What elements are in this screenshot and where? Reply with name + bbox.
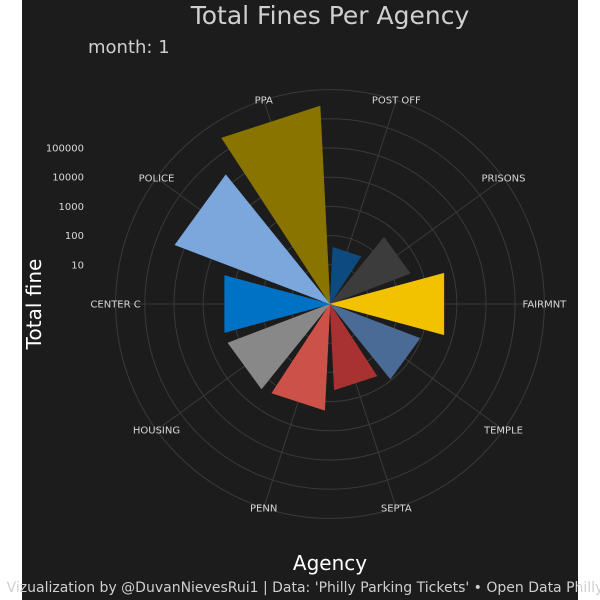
bar-post-off xyxy=(329,246,362,305)
bar-fairmnt xyxy=(329,272,445,336)
bar-police xyxy=(174,174,331,305)
chart-subtitle: month: 1 xyxy=(88,37,170,58)
bar-prisons xyxy=(329,236,411,305)
y-tick-label: 10 xyxy=(71,260,84,271)
bar-center-c xyxy=(224,275,331,333)
bars xyxy=(174,105,445,411)
bar-penn xyxy=(271,303,331,411)
category-label: CENTER C xyxy=(90,300,140,311)
caption: Vizualization by @DuvanNievesRui1 | Data… xyxy=(7,580,600,596)
bar-ppa xyxy=(221,105,331,305)
y-tick-label: 1000 xyxy=(59,202,84,213)
y-axis-title: Total fine xyxy=(22,259,46,351)
category-label: PRISONS xyxy=(482,174,526,185)
x-axis-title: Agency xyxy=(293,551,367,575)
category-label: POST OFF xyxy=(372,96,421,107)
y-tick-label: 100 xyxy=(65,231,84,242)
category-labels: POST OFF PRISONS FAIRMNT TEMPLE SEPTA PENN HOU… xyxy=(90,96,567,515)
category-label: TEMPLE xyxy=(483,426,523,437)
y-tick-label: 100000 xyxy=(46,144,84,155)
bar-septa xyxy=(329,303,378,391)
category-label: SEPTA xyxy=(381,503,412,514)
category-label: PPA xyxy=(255,96,273,107)
y-tick-labels: 10 100 1000 10000 100000 xyxy=(46,144,84,272)
bar-temple xyxy=(329,303,421,380)
y-tick-label: 10000 xyxy=(52,173,84,184)
category-label: HOUSING xyxy=(133,426,180,437)
chart-title: Total Fines Per Agency xyxy=(190,1,470,30)
category-label: POLICE xyxy=(139,174,175,185)
bar-housing xyxy=(227,303,331,390)
category-label: PENN xyxy=(250,503,277,514)
category-label: FAIRMNT xyxy=(523,300,568,311)
